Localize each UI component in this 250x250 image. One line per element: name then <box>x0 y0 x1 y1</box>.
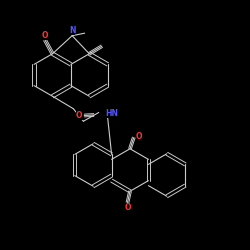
Text: O: O <box>76 111 82 120</box>
Text: O: O <box>136 132 142 141</box>
Text: HN: HN <box>105 109 118 118</box>
Text: O: O <box>42 31 48 40</box>
Text: N: N <box>69 26 75 35</box>
Text: O: O <box>124 203 131 212</box>
